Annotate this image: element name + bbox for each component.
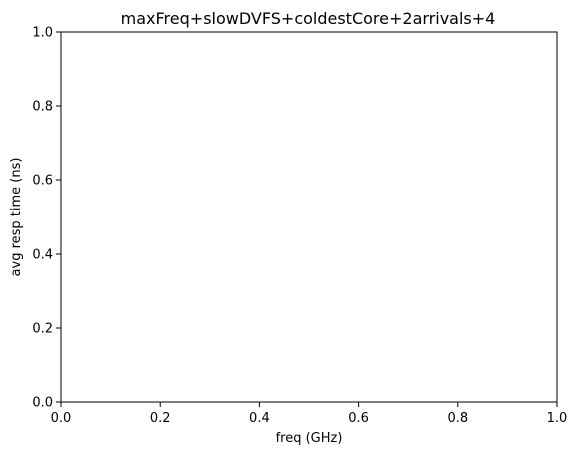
y-axis: 0.0 0.2 0.4 0.6 0.8 1.0 — [32, 26, 61, 411]
x-tick-label: 0.4 — [249, 411, 270, 426]
x-tick-label: 0.0 — [51, 411, 72, 426]
x-tick-label: 0.6 — [348, 411, 369, 426]
y-tick-label: 0.4 — [32, 248, 53, 263]
x-tick-label: 0.2 — [150, 411, 171, 426]
x-tick-label: 1.0 — [547, 411, 568, 426]
y-tick-label: 0.2 — [32, 322, 53, 337]
y-tick-label: 1.0 — [32, 26, 53, 41]
x-axis-label: freq (GHz) — [276, 431, 343, 446]
y-tick-label: 0.0 — [32, 396, 53, 411]
plot-area-frame — [60, 31, 558, 403]
x-tick-label: 0.8 — [447, 411, 468, 426]
y-tick-label: 0.8 — [32, 100, 53, 115]
x-axis: 0.0 0.2 0.4 0.6 0.8 1.0 — [51, 402, 568, 426]
y-tick-label: 0.6 — [32, 174, 53, 189]
y-axis-label: avg resp time (ns) — [9, 158, 24, 277]
chart-title: maxFreq+slowDVFS+coldestCore+2arrivals+4 — [121, 9, 496, 28]
